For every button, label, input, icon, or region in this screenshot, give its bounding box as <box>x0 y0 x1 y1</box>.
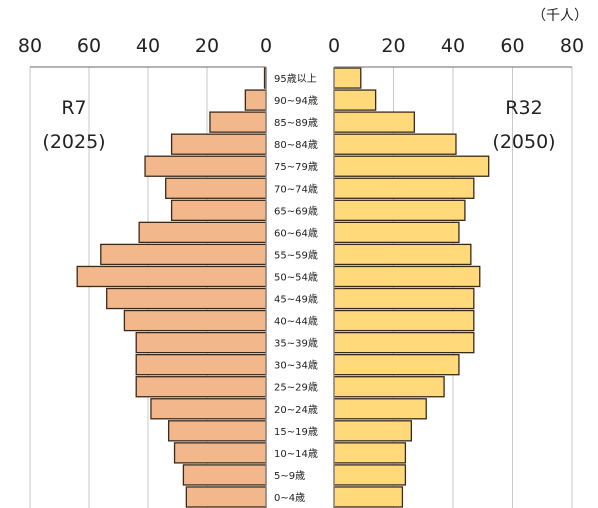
bar-R32-3 <box>333 420 412 442</box>
left-series-year: (2025) <box>42 131 105 153</box>
bar-R7-12 <box>138 221 267 244</box>
bar-R32-12 <box>333 221 460 244</box>
tick-label-left-0: 0 <box>260 35 272 57</box>
bars <box>76 67 490 508</box>
age-label-7: 35~39歳 <box>274 338 318 350</box>
age-label-5: 25~29歳 <box>274 382 318 394</box>
bar-R32-17 <box>333 111 415 133</box>
age-label-12: 60~64歳 <box>274 227 318 239</box>
bar-R7-18 <box>244 89 267 111</box>
age-label-4: 20~24歳 <box>274 404 318 416</box>
bar-R7-9 <box>106 287 267 310</box>
bar-R32-8 <box>333 309 475 332</box>
age-label-1: 5~9歳 <box>274 470 305 482</box>
bar-R32-10 <box>333 265 481 288</box>
age-label-13: 65~69歳 <box>274 205 318 217</box>
left-series-name: R7 <box>61 97 86 119</box>
bar-R32-6 <box>333 353 460 376</box>
right-series-year: (2050) <box>492 131 555 153</box>
bar-R32-16 <box>333 133 457 155</box>
tick-label-right-40: 40 <box>441 35 465 57</box>
bar-R32-11 <box>333 243 472 266</box>
right-series-name: R32 <box>505 97 542 119</box>
bar-R32-9 <box>333 287 475 310</box>
unit-label: （千人） <box>532 8 588 24</box>
bar-R7-10 <box>76 265 267 288</box>
bar-R32-13 <box>333 199 466 222</box>
bar-R32-5 <box>333 376 445 398</box>
bar-R7-8 <box>123 309 267 332</box>
bar-R7-11 <box>100 243 267 266</box>
age-label-15: 75~79歳 <box>274 161 318 173</box>
age-label-18: 90~94歳 <box>274 95 318 107</box>
age-label-9: 45~49歳 <box>274 294 318 306</box>
tick-labels: 0 0 20 20 40 40 60 60 80 80 <box>18 35 584 57</box>
age-label-16: 80~84歳 <box>274 139 318 151</box>
bar-R7-0 <box>185 486 267 508</box>
age-label-19: 95歳以上 <box>274 73 317 85</box>
tick-label-right-0: 0 <box>328 35 340 57</box>
tick-label-left-80: 80 <box>18 35 42 57</box>
age-label-11: 55~59歳 <box>274 249 318 261</box>
bar-R32-14 <box>333 177 475 199</box>
bar-R7-17 <box>209 111 267 133</box>
bar-R7-3 <box>167 420 267 442</box>
bar-R32-19 <box>333 67 362 89</box>
age-label-3: 15~19歳 <box>274 426 318 438</box>
age-label-14: 70~74歳 <box>274 183 318 195</box>
bar-R32-1 <box>333 464 407 486</box>
bar-R7-5 <box>135 376 267 398</box>
bar-R7-14 <box>165 177 267 199</box>
bar-R32-7 <box>333 331 475 354</box>
tick-label-right-60: 60 <box>500 35 524 57</box>
bar-R32-2 <box>333 442 407 464</box>
axes <box>30 66 572 508</box>
bar-R32-4 <box>333 398 427 420</box>
bar-R7-13 <box>170 199 267 222</box>
age-label-10: 50~54歳 <box>274 271 318 283</box>
bar-R32-15 <box>333 155 490 177</box>
bar-R32-0 <box>333 486 404 508</box>
age-label-6: 30~34歳 <box>274 360 318 372</box>
age-label-2: 10~14歳 <box>274 448 318 460</box>
bar-R7-16 <box>170 133 267 155</box>
age-labels: 0~4歳 5~9歳 10~14歳 15~19歳 20~24歳 25~29歳 30~34歳 35… <box>274 73 318 504</box>
bar-R32-18 <box>333 89 377 111</box>
age-label-17: 85~89歳 <box>274 117 318 129</box>
tick-label-left-40: 40 <box>136 35 160 57</box>
bar-R7-1 <box>182 464 267 486</box>
tick-label-left-60: 60 <box>77 35 101 57</box>
bar-R7-6 <box>135 353 267 376</box>
age-label-8: 40~44歳 <box>274 316 318 328</box>
bar-R7-15 <box>144 155 267 177</box>
grid-layer <box>29 67 573 508</box>
bar-R7-4 <box>150 398 267 420</box>
bar-R7-2 <box>173 442 267 464</box>
age-label-0: 0~4歳 <box>274 492 305 504</box>
bar-R7-7 <box>135 331 267 354</box>
tick-label-left-20: 20 <box>195 35 219 57</box>
tick-label-right-20: 20 <box>381 35 405 57</box>
tick-label-right-80: 80 <box>560 35 584 57</box>
